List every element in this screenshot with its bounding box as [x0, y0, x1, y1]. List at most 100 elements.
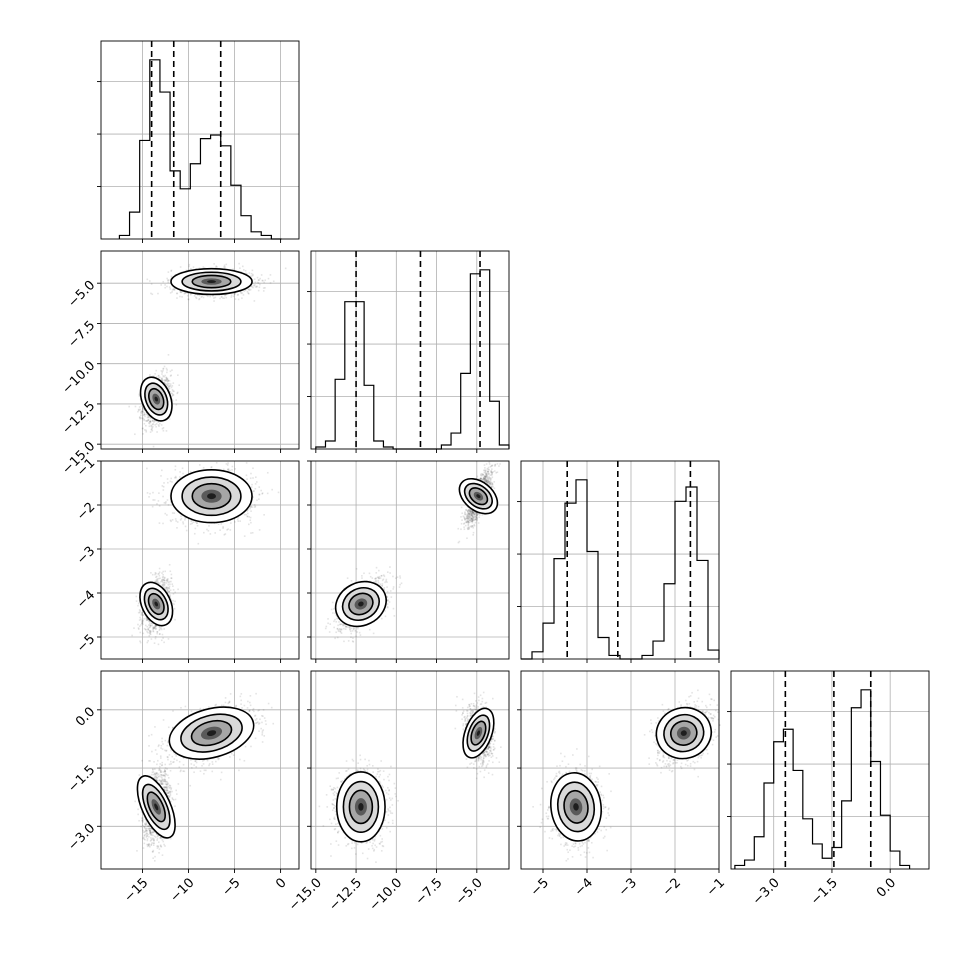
sample-point [196, 522, 198, 524]
sample-point [169, 375, 172, 377]
sample-point [169, 480, 172, 483]
sample-point [259, 277, 261, 280]
sample-point [227, 470, 230, 472]
sample-point [198, 464, 201, 466]
sample-point [163, 579, 166, 582]
sample-point [158, 626, 161, 629]
sample-point [215, 265, 218, 268]
sample-point [161, 584, 164, 587]
sample-point [149, 420, 152, 422]
contour-line [191, 274, 232, 289]
sample-point [153, 421, 155, 423]
axes-frame [100, 250, 300, 450]
sample-point [166, 591, 169, 594]
sample-point [156, 503, 158, 505]
sample-point [220, 523, 223, 525]
sample-point [237, 516, 240, 519]
sample-point [223, 533, 226, 536]
sample-point [166, 578, 168, 581]
sample-point [166, 579, 168, 582]
sample-point [168, 585, 171, 588]
sample-point [166, 371, 168, 374]
sample-point [166, 277, 168, 280]
sample-point [165, 430, 168, 432]
sample-point [167, 583, 170, 586]
sample-point [162, 576, 165, 578]
sample-point [161, 427, 164, 430]
sample-point [144, 624, 147, 627]
sample-point [167, 578, 169, 580]
sample-point [170, 520, 172, 523]
sample-point [149, 417, 152, 420]
sample-point [254, 476, 257, 479]
sample-point [252, 467, 254, 470]
contour-group [170, 267, 253, 296]
sample-point [164, 586, 167, 589]
sample-point [161, 580, 164, 583]
sample-point [163, 501, 166, 504]
sample-point [176, 292, 179, 295]
sample-point [190, 267, 192, 270]
sample-point [146, 414, 149, 416]
sample-point [143, 409, 146, 411]
sample-point [172, 585, 174, 587]
sample-point [148, 622, 151, 625]
sample-point [166, 377, 169, 380]
sample-point [150, 283, 153, 285]
sample-point [180, 517, 183, 520]
sample-point [138, 619, 141, 621]
sample-point [242, 269, 245, 271]
density-level [207, 280, 216, 284]
sample-point [146, 617, 148, 620]
sample-point [149, 280, 151, 282]
sample-point [156, 581, 159, 584]
sample-point [141, 417, 144, 419]
sample-point [148, 620, 151, 622]
sample-point [146, 467, 148, 470]
sample-point [157, 580, 159, 583]
sample-point [251, 282, 254, 285]
sample-point [167, 279, 169, 282]
sample-point [168, 590, 170, 593]
sample-point [171, 512, 174, 514]
sample-point [258, 279, 260, 281]
sample-point [157, 424, 160, 426]
sample-point [140, 417, 143, 419]
sample-point [271, 488, 273, 491]
sample-point [247, 292, 250, 295]
sample-point [163, 641, 165, 644]
sample-point [169, 383, 172, 385]
sample-point [160, 377, 163, 380]
sample-point [149, 421, 151, 423]
sample-point [156, 631, 159, 633]
sample-point [264, 279, 267, 282]
sample-point [253, 504, 256, 506]
sample-point [249, 507, 251, 510]
sample-point [146, 641, 149, 644]
sample-point [157, 292, 159, 295]
sample-point [248, 289, 251, 292]
sample-point [267, 277, 270, 280]
sample-point [157, 374, 160, 377]
sample-point [152, 630, 155, 633]
sample-point [171, 291, 173, 293]
sample-point [171, 602, 174, 605]
sample-point [167, 279, 170, 281]
sample-point [142, 406, 144, 408]
sample-point [174, 465, 177, 468]
sample-point [164, 378, 167, 381]
sample-point [216, 266, 218, 268]
sample-point [162, 426, 165, 429]
sample-point [262, 290, 265, 292]
sample-point [158, 633, 161, 636]
sample-point [152, 423, 154, 425]
sample-point [249, 519, 252, 522]
sample-point [148, 620, 151, 623]
sample-point [162, 429, 165, 432]
sample-point [139, 631, 142, 634]
sample-point [272, 280, 275, 283]
sample-point [246, 291, 249, 293]
sample-point [155, 576, 157, 579]
sample-point [158, 567, 161, 570]
sample-point [173, 289, 175, 291]
